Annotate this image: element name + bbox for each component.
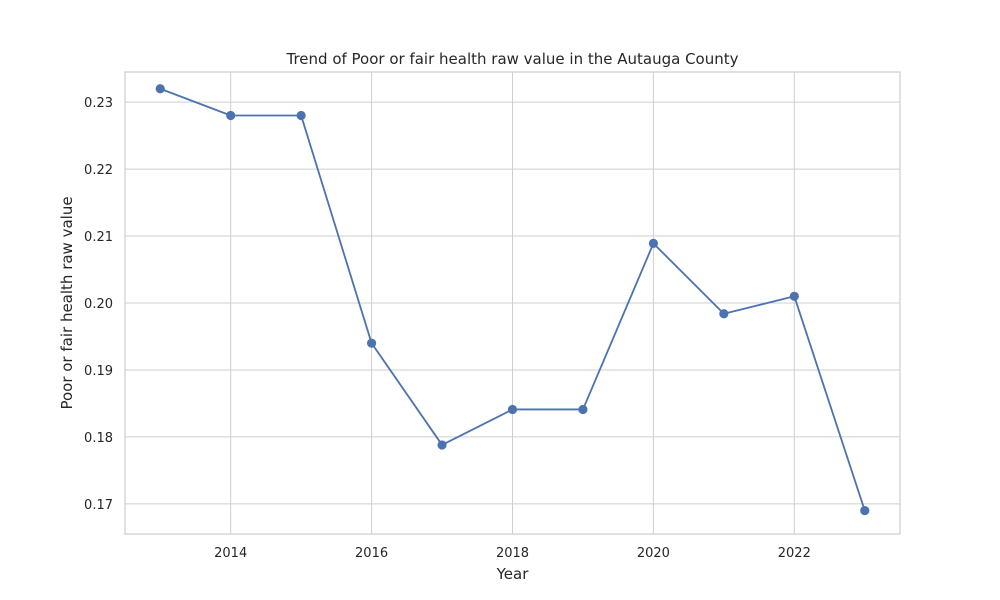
- series-group: [155, 84, 870, 516]
- y-axis-label: Poor or fair health raw value: [58, 196, 76, 409]
- data-point: [226, 110, 236, 121]
- grid-lines: [125, 72, 900, 534]
- data-point: [155, 84, 165, 94]
- data-point: [860, 505, 870, 516]
- x-tick-label: 2018: [496, 546, 529, 561]
- data-point: [366, 338, 377, 348]
- y-tick-label: 0.22: [84, 163, 113, 178]
- data-point: [507, 404, 518, 415]
- data-point: [719, 309, 729, 319]
- x-tick-label: 2022: [778, 546, 811, 561]
- y-tick-label: 0.17: [84, 498, 113, 513]
- data-point: [296, 110, 306, 121]
- chart-title: Trend of Poor or fair health raw value i…: [286, 50, 739, 68]
- data-point: [789, 291, 799, 301]
- y-tick-label: 0.21: [84, 230, 113, 245]
- data-point: [437, 440, 447, 450]
- y-tick-label: 0.23: [84, 96, 113, 111]
- y-axis-ticks: 0.17 0.18 0.19 0.20 0.21 0.22 0.23: [84, 96, 113, 513]
- y-tick-label: 0.20: [84, 297, 113, 312]
- x-tick-label: 2020: [637, 546, 670, 561]
- x-tick-label: 2016: [355, 546, 388, 561]
- y-tick-label: 0.19: [84, 364, 113, 379]
- x-axis-label: Year: [496, 565, 530, 583]
- x-tick-label: 2014: [214, 546, 247, 561]
- x-axis-ticks: 2014 2016 2018 2020 2022: [214, 546, 811, 561]
- y-tick-label: 0.18: [84, 431, 113, 446]
- data-point: [578, 404, 588, 415]
- data-point: [648, 238, 659, 249]
- plot-area-frame: [124, 71, 901, 535]
